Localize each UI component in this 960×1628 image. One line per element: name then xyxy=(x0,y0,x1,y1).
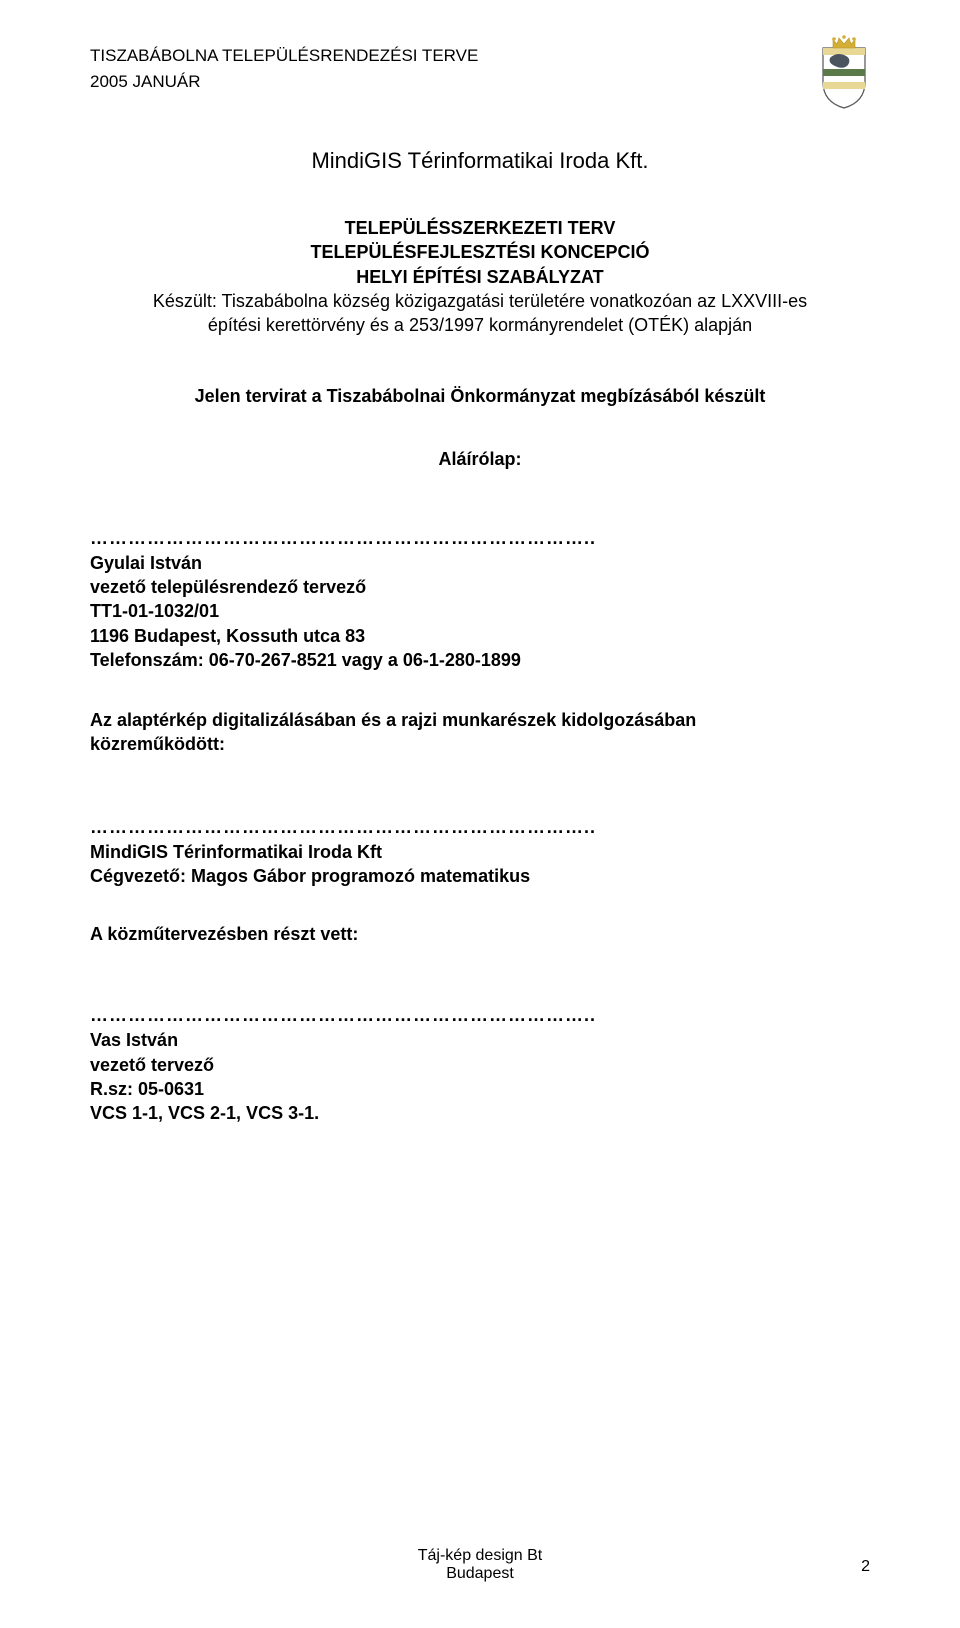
person1-role: vezető településrendező tervező xyxy=(90,575,870,599)
person1-code: TT1-01-1032/01 xyxy=(90,599,870,623)
main-line5: építési kerettörvény és a 253/1997 kormá… xyxy=(90,313,870,337)
person1-block: Gyulai István vezető településrendező te… xyxy=(90,551,870,672)
person2-name: Vas István xyxy=(90,1028,870,1052)
person1-address: 1196 Budapest, Kossuth utca 83 xyxy=(90,624,870,648)
main-line4: Készült: Tiszabábolna község közigazgatá… xyxy=(90,289,870,313)
statement: Jelen tervirat a Tiszabábolnai Önkormány… xyxy=(90,386,870,407)
collab-line1: Az alaptérkép digitalizálásában és a raj… xyxy=(90,708,870,732)
person2-block: Vas István vezető tervező R.sz: 05-0631 … xyxy=(90,1028,870,1125)
collab-line2: közreműködött: xyxy=(90,732,870,756)
footer: Táj-kép design Bt Budapest xyxy=(0,1547,960,1583)
footer-line2: Budapest xyxy=(0,1565,960,1583)
main-block: TELEPÜLÉSSZERKEZETI TERV TELEPÜLÉSFEJLES… xyxy=(90,216,870,337)
main-line3: HELYI ÉPÍTÉSI SZABÁLYZAT xyxy=(90,265,870,289)
page-number: 2 xyxy=(861,1558,870,1576)
person1-phone: Telefonszám: 06-70-267-8521 vagy a 06-1-… xyxy=(90,648,870,672)
company-name: MindiGIS Térinformatikai Iroda Kft. xyxy=(90,148,870,174)
main-line1: TELEPÜLÉSSZERKEZETI TERV xyxy=(90,216,870,240)
signature-label: Aláírólap: xyxy=(90,449,870,470)
header-title: TISZABÁBOLNA TELEPÜLÉSRENDEZÉSI TERVE xyxy=(90,45,870,67)
header-year: 2005 JANUÁR xyxy=(90,71,870,93)
person1-name: Gyulai István xyxy=(90,551,870,575)
collab-block: Az alaptérkép digitalizálásában és a raj… xyxy=(90,708,870,757)
person2-role: vezető tervező xyxy=(90,1053,870,1077)
dots-line-1: …………………………………………………………………….. xyxy=(90,528,870,549)
company2-leader: Cégvezető: Magos Gábor programozó matema… xyxy=(90,864,870,888)
person2-codes2: VCS 1-1, VCS 2-1, VCS 3-1. xyxy=(90,1101,870,1125)
company2-block: MindiGIS Térinformatikai Iroda Kft Cégve… xyxy=(90,840,870,889)
person2-code: R.sz: 05-0631 xyxy=(90,1077,870,1101)
public-label: A közműtervezésben részt vett: xyxy=(90,924,870,945)
footer-line1: Táj-kép design Bt xyxy=(0,1547,960,1565)
main-line2: TELEPÜLÉSFEJLESZTÉSI KONCEPCIÓ xyxy=(90,240,870,264)
company2-name: MindiGIS Térinformatikai Iroda Kft xyxy=(90,840,870,864)
dots-line-3: …………………………………………………………………….. xyxy=(90,1005,870,1026)
dots-line-2: …………………………………………………………………….. xyxy=(90,817,870,838)
crest-icon xyxy=(813,30,875,110)
